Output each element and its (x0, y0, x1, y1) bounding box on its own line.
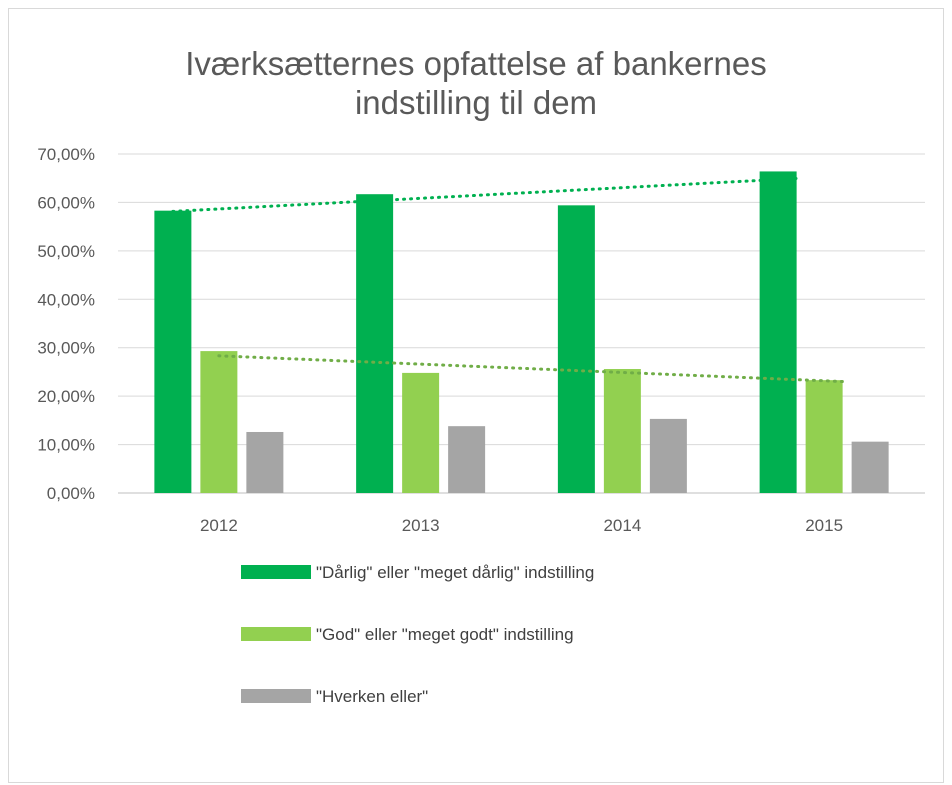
gridlines (118, 153, 925, 494)
chart-title-line-2: indstilling til dem (355, 84, 597, 121)
y-axis-tick-labels: 0,00% 10,00% 20,00% 30,00% 40,00% 50,00% 60,00… (37, 145, 95, 503)
y-tick-label: 50,00% (37, 242, 95, 261)
bar-2015-series-3 (851, 441, 889, 493)
x-tick-label: 2013 (402, 516, 440, 535)
y-tick-label: 20,00% (37, 387, 95, 406)
y-tick-label: 60,00% (37, 193, 95, 212)
legend-swatch (241, 627, 311, 641)
legend-label: "Hverken eller" (316, 687, 428, 706)
chart-title-line-1: Iværksætternes opfattelse af bankernes (185, 45, 766, 82)
bar-2012-series-3 (246, 431, 284, 493)
legend-item: "Hverken eller" (241, 687, 428, 706)
bar-2014-series-1 (557, 205, 595, 493)
legend-swatch (241, 565, 311, 579)
y-tick-label: 70,00% (37, 145, 95, 164)
legend-label: "Dårlig" eller "meget dårlig" indstillin… (316, 563, 594, 582)
bar-2012-series-1 (154, 210, 192, 493)
y-tick-label: 10,00% (37, 436, 95, 455)
legend-item: "Dårlig" eller "meget dårlig" indstillin… (241, 563, 594, 582)
x-tick-label: 2014 (603, 516, 641, 535)
bar-2013-series-3 (448, 426, 486, 493)
trendline-series-2 (217, 354, 848, 384)
legend: "Dårlig" eller "meget dårlig" indstillin… (241, 563, 594, 706)
chart-title: Iværksætternes opfattelse af bankernes i… (185, 45, 766, 121)
bar-2015-series-1 (759, 171, 797, 494)
bar-2013-series-2 (402, 372, 440, 493)
bars (154, 171, 889, 494)
trendline-series-1 (171, 176, 802, 213)
trendlines (171, 176, 848, 384)
y-tick-label: 0,00% (47, 484, 95, 503)
legend-item: "God" eller "meget godt" indstilling (241, 625, 574, 644)
bar-2012-series-2 (200, 351, 238, 493)
legend-swatch (241, 689, 311, 703)
x-tick-label: 2015 (805, 516, 843, 535)
bar-2014-series-2 (603, 369, 641, 493)
y-tick-label: 30,00% (37, 339, 95, 358)
x-axis-tick-labels: 2012 2013 2014 2015 (200, 516, 843, 535)
bar-2015-series-2 (805, 380, 843, 493)
x-tick-label: 2012 (200, 516, 238, 535)
bar-2014-series-3 (649, 418, 687, 493)
legend-label: "God" eller "meget godt" indstilling (316, 625, 574, 644)
y-tick-label: 40,00% (37, 290, 95, 309)
bar-2013-series-1 (356, 194, 394, 493)
